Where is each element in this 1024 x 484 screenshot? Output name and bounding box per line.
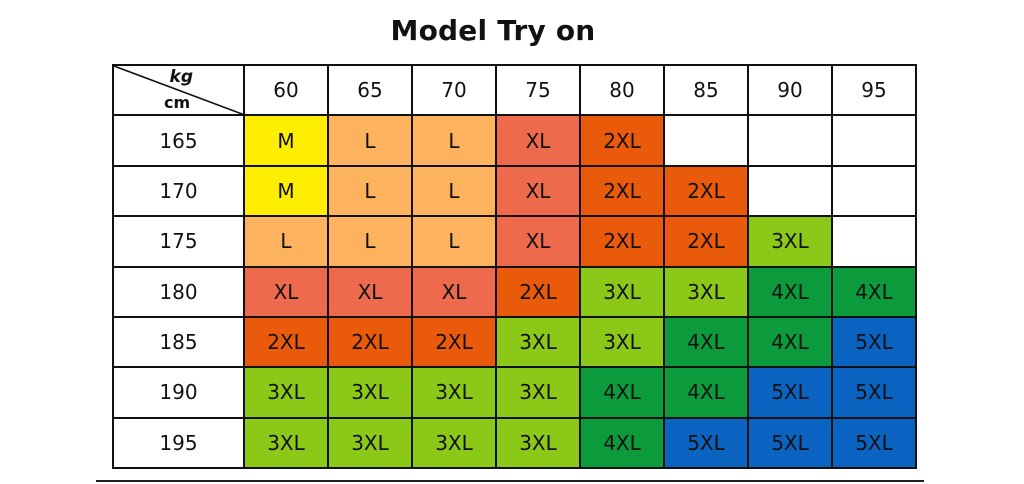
size-cell: XL: [495, 164, 581, 218]
size-cell: 3XL: [243, 416, 329, 470]
size-cell: 5XL: [747, 416, 833, 470]
weight-header: 90: [747, 63, 833, 117]
size-cell: 2XL: [579, 164, 665, 218]
header-row: kg cm 60 65 70 75 80 85 90 95: [112, 63, 917, 117]
size-cell: 3XL: [579, 315, 665, 369]
weight-header: 75: [495, 63, 581, 117]
size-cell: 3XL: [243, 366, 329, 419]
size-cell: 4XL: [579, 366, 665, 419]
size-cell: 5XL: [747, 366, 833, 419]
table-row: 185 2XL 2XL 2XL 3XL 3XL 4XL 4XL 5XL: [112, 315, 917, 369]
size-cell: L: [411, 114, 497, 167]
size-cell: L: [411, 215, 497, 268]
table-row: 195 3XL 3XL 3XL 3XL 4XL 5XL 5XL 5XL: [112, 416, 917, 470]
size-cell: 4XL: [663, 366, 749, 419]
size-cell: 3XL: [663, 265, 749, 318]
height-header: 180: [112, 265, 245, 318]
size-cell: 5XL: [831, 416, 917, 470]
table-row: 180 XL XL XL 2XL 3XL 3XL 4XL 4XL: [112, 265, 917, 318]
size-cell: 5XL: [663, 416, 749, 470]
size-cell: XL: [495, 215, 581, 268]
size-cell: 4XL: [831, 265, 917, 318]
weight-header: 60: [243, 63, 329, 117]
size-cell: 2XL: [663, 164, 749, 218]
size-cell: XL: [411, 265, 497, 318]
weight-header: 95: [831, 63, 917, 117]
size-cell: 2XL: [663, 215, 749, 268]
diagonal-divider: [114, 66, 243, 115]
size-cell: [831, 114, 917, 167]
size-cell: 5XL: [831, 315, 917, 369]
height-header: 170: [112, 164, 245, 218]
size-cell: 3XL: [495, 315, 581, 369]
bottom-divider: [96, 480, 924, 482]
size-cell: XL: [327, 265, 413, 318]
size-cell: XL: [495, 114, 581, 167]
size-cell: 2XL: [579, 114, 665, 167]
size-cell: 4XL: [747, 315, 833, 369]
height-unit-label: cm: [164, 93, 191, 113]
size-cell: 3XL: [579, 265, 665, 318]
size-cell: 4XL: [747, 265, 833, 318]
page-title: Model Try on: [390, 14, 596, 47]
size-cell: 3XL: [411, 416, 497, 470]
size-cell: 3XL: [411, 366, 497, 419]
size-cell: 2XL: [495, 265, 581, 318]
weight-header: 80: [579, 63, 665, 117]
table-row: 170 M L L XL 2XL 2XL: [112, 164, 917, 218]
size-cell: 2XL: [579, 215, 665, 268]
size-cell: M: [243, 114, 329, 167]
height-header: 185: [112, 315, 245, 369]
height-header: 195: [112, 416, 245, 470]
size-cell: L: [411, 164, 497, 218]
size-cell: L: [243, 215, 329, 268]
size-cell: 2XL: [411, 315, 497, 369]
size-cell: L: [327, 114, 413, 167]
size-cell: XL: [243, 265, 329, 318]
corner-cell: kg cm: [112, 63, 245, 117]
weight-unit-label: kg: [169, 67, 193, 87]
size-cell: 4XL: [663, 315, 749, 369]
size-cell: 3XL: [327, 416, 413, 470]
size-cell: 4XL: [579, 416, 665, 470]
size-cell: [831, 215, 917, 268]
size-cell: 3XL: [495, 416, 581, 470]
size-cell: [747, 114, 833, 167]
weight-header: 65: [327, 63, 413, 117]
table-row: 165 M L L XL 2XL: [112, 114, 917, 167]
size-cell: [747, 164, 833, 218]
table-row: 175 L L L XL 2XL 2XL 3XL: [112, 215, 917, 268]
size-cell: L: [327, 164, 413, 218]
weight-header: 70: [411, 63, 497, 117]
weight-header: 85: [663, 63, 749, 117]
size-cell: L: [327, 215, 413, 268]
size-cell: 3XL: [327, 366, 413, 419]
size-cell: 3XL: [747, 215, 833, 268]
table-row: 190 3XL 3XL 3XL 3XL 4XL 4XL 5XL 5XL: [112, 366, 917, 419]
size-cell: [663, 114, 749, 167]
size-cell: M: [243, 164, 329, 218]
height-header: 190: [112, 366, 245, 419]
size-cell: 2XL: [243, 315, 329, 369]
height-header: 165: [112, 114, 245, 167]
size-cell: 5XL: [831, 366, 917, 419]
size-cell: [831, 164, 917, 218]
height-header: 175: [112, 215, 245, 268]
size-cell: 2XL: [327, 315, 413, 369]
size-chart-table: kg cm 60 65 70 75 80 85 90 95 165 M L L XL 2X…: [112, 63, 917, 470]
size-cell: 3XL: [495, 366, 581, 419]
